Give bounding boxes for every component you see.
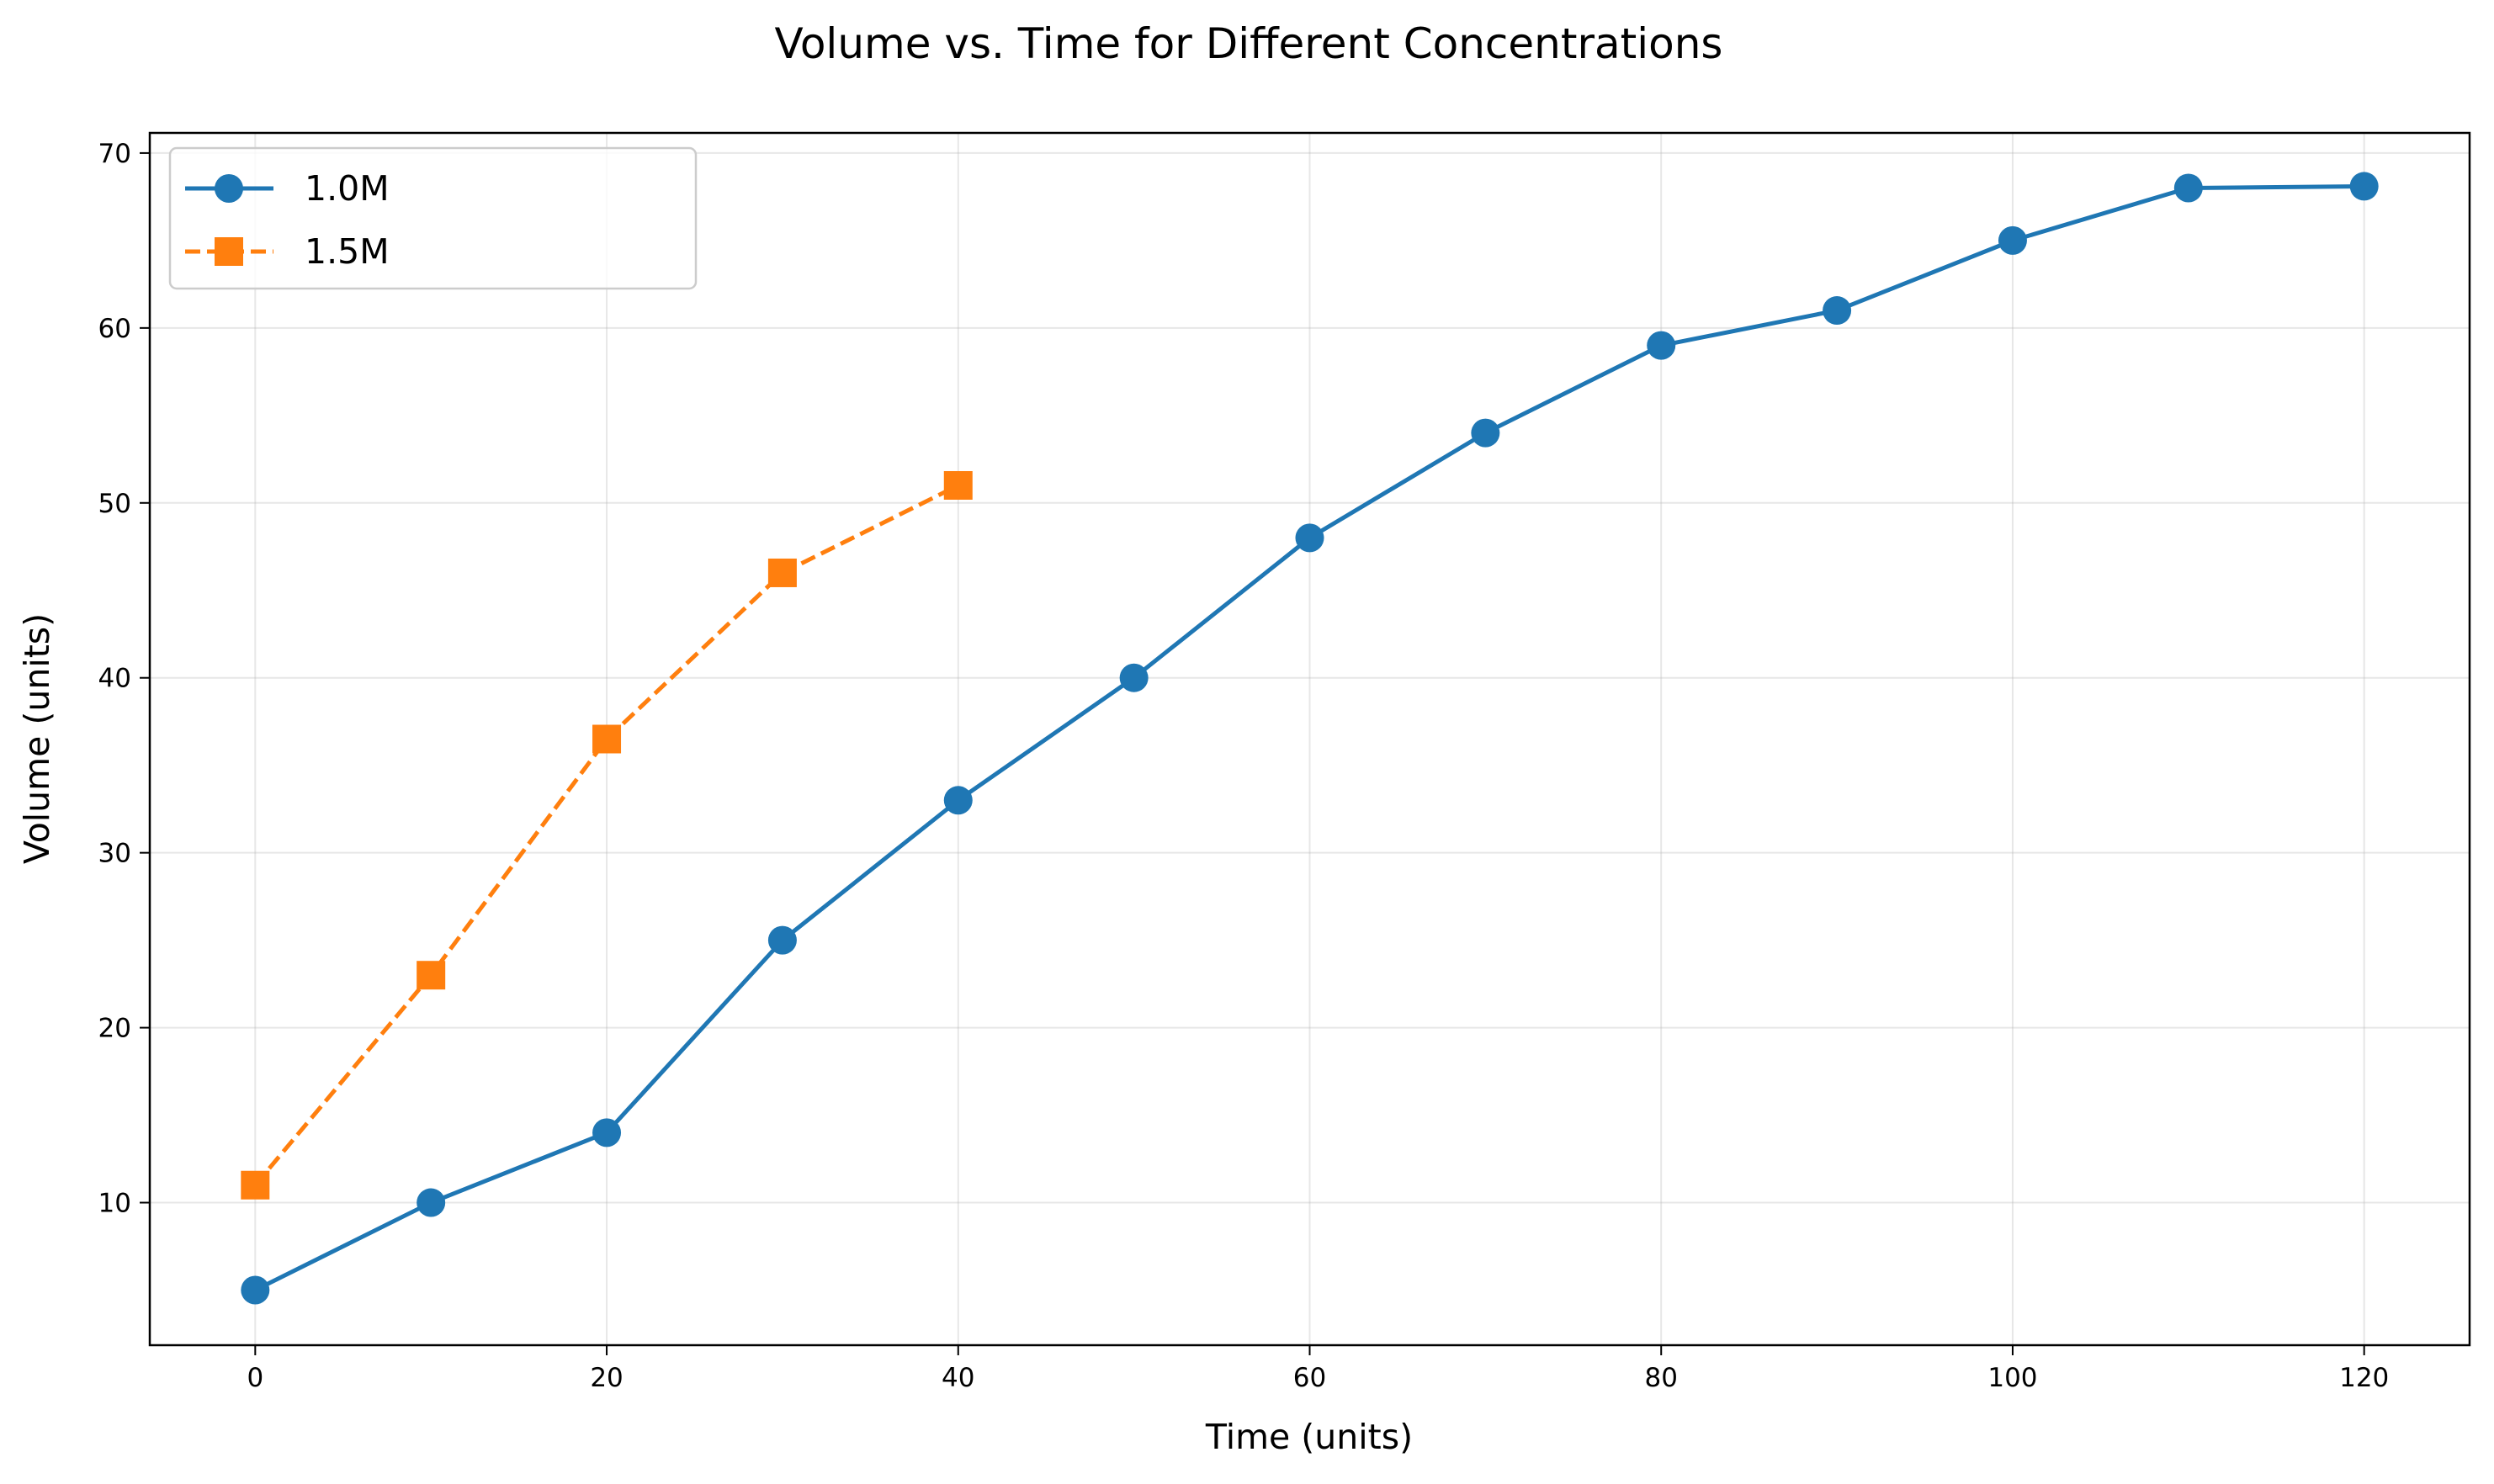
x-tick-label: 60 bbox=[1293, 1363, 1326, 1393]
chart-title: Volume vs. Time for Different Concentrat… bbox=[775, 19, 1723, 68]
legend-label-series-1: 1.0M bbox=[305, 168, 390, 209]
legend: 1.0M 1.5M bbox=[168, 146, 698, 290]
series-line-2 bbox=[253, 483, 959, 1187]
data-point-series-1 bbox=[1823, 296, 1852, 326]
data-point-series-1 bbox=[943, 786, 973, 815]
x-axis-label: Time (units) bbox=[1205, 1417, 1413, 1457]
data-point-series-2 bbox=[241, 1170, 270, 1200]
y-tick-label: 50 bbox=[98, 489, 131, 519]
y-axis-label: Volume (units) bbox=[17, 613, 57, 864]
legend-box bbox=[168, 146, 698, 290]
y-tick-label: 10 bbox=[98, 1189, 131, 1219]
data-point-series-1 bbox=[1119, 663, 1149, 692]
y-tick-label: 60 bbox=[98, 314, 131, 344]
data-point-series-1 bbox=[1471, 418, 1500, 448]
x-tick-label: 120 bbox=[2339, 1363, 2389, 1393]
grid-lines bbox=[150, 133, 2470, 1345]
data-point-series-1 bbox=[2349, 172, 2379, 201]
data-point-series-2 bbox=[767, 558, 797, 587]
y-tick-label: 40 bbox=[98, 664, 131, 694]
data-point-series-1 bbox=[2173, 173, 2203, 203]
y-tick-label: 70 bbox=[98, 139, 131, 169]
y-axis-ticks: 10 20 30 40 50 60 70 bbox=[98, 139, 150, 1219]
legend-marker-series-2 bbox=[215, 237, 243, 266]
data-point-series-1 bbox=[241, 1275, 270, 1305]
data-point-series-1 bbox=[592, 1118, 622, 1147]
data-point-series-1 bbox=[1647, 331, 1676, 360]
x-axis-ticks: 0 20 40 60 80 100 120 bbox=[247, 1345, 2389, 1393]
data-point-series-1 bbox=[1295, 523, 1324, 553]
series-markers bbox=[241, 172, 2379, 1305]
data-point-series-2 bbox=[417, 961, 446, 990]
data-point-series-1 bbox=[1998, 225, 2027, 255]
data-point-series-1 bbox=[417, 1188, 446, 1217]
data-point-series-1 bbox=[767, 925, 797, 955]
data-point-series-2 bbox=[943, 470, 973, 500]
data-point-series-2 bbox=[592, 724, 622, 754]
y-tick-label: 30 bbox=[98, 839, 131, 869]
x-tick-label: 40 bbox=[942, 1363, 974, 1393]
x-tick-label: 20 bbox=[590, 1363, 623, 1393]
y-tick-label: 20 bbox=[98, 1014, 131, 1044]
legend-label-series-2: 1.5M bbox=[305, 231, 390, 272]
x-tick-label: 100 bbox=[1987, 1363, 2037, 1393]
x-tick-label: 0 bbox=[247, 1363, 263, 1393]
x-tick-label: 80 bbox=[1645, 1363, 1678, 1393]
legend-marker-series-1 bbox=[215, 174, 243, 203]
